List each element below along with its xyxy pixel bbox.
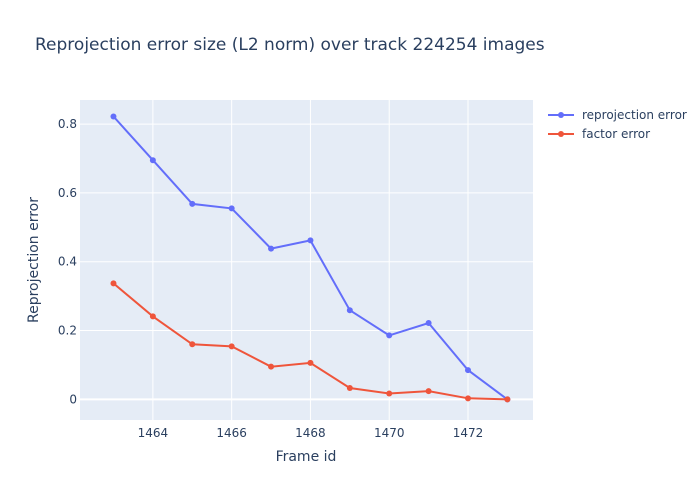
x-tick-label: 1468 [295, 426, 326, 440]
data-point [425, 319, 432, 326]
chart-title: Reprojection error size (L2 norm) over t… [35, 35, 545, 55]
data-point [228, 343, 235, 350]
data-point [504, 396, 511, 403]
y-tick-label: 0.2 [58, 324, 77, 338]
data-point [149, 313, 156, 320]
data-point [307, 237, 314, 244]
data-point [386, 390, 393, 397]
x-tick-label: 1470 [374, 426, 405, 440]
data-point [268, 363, 275, 370]
x-tick-label: 1466 [216, 426, 247, 440]
x-tick-label: 1464 [138, 426, 169, 440]
data-point [307, 359, 314, 366]
tick-labels: 1464 1466 1468 1470 1472 0 0.2 0.4 0.6 0.8 [58, 117, 483, 440]
legend-label: reprojection error [582, 108, 687, 122]
data-point [149, 157, 156, 164]
data-point [386, 332, 393, 339]
data-point [465, 367, 472, 374]
data-point [425, 388, 432, 395]
legend-swatch-marker [558, 131, 564, 137]
x-tick-label: 1472 [453, 426, 484, 440]
legend-label: factor error [582, 127, 650, 141]
data-point [110, 280, 117, 287]
legend-item-reprojection-error[interactable]: reprojection error [548, 108, 687, 122]
y-tick-label: 0.6 [58, 186, 77, 200]
y-tick-label: 0.8 [58, 117, 77, 131]
data-point [268, 245, 275, 252]
y-tick-label: 0 [69, 392, 77, 406]
x-axis-title: Frame id [276, 449, 337, 465]
grid [80, 100, 533, 420]
series-factor-error [110, 280, 511, 403]
legend-swatch-marker [558, 112, 564, 118]
data-point [189, 200, 196, 207]
data-point [228, 205, 235, 212]
data-point [346, 307, 353, 314]
plot-area [80, 100, 533, 420]
data-point [346, 385, 353, 391]
y-axis-title: Reprojection error [26, 197, 42, 323]
series-reprojection-error [110, 113, 511, 403]
y-tick-label: 0.4 [58, 255, 77, 269]
legend[interactable]: reprojection error factor error [548, 108, 687, 141]
legend-item-factor-error[interactable]: factor error [548, 127, 650, 141]
data-point [110, 113, 117, 120]
data-point [465, 395, 472, 402]
data-point [189, 341, 196, 348]
series-layer [110, 113, 511, 403]
